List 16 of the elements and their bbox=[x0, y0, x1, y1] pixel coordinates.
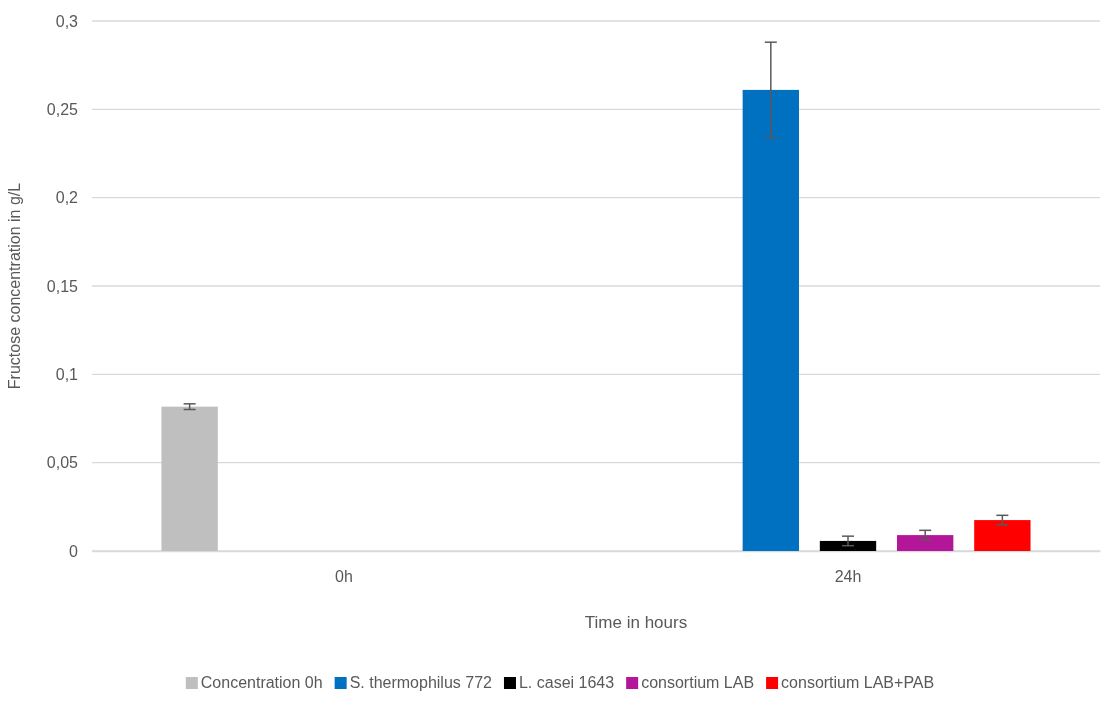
legend-label: S. thermophilus 772 bbox=[349, 674, 493, 691]
legend-label: Concentration 0h bbox=[200, 674, 323, 691]
y-tick-label: 0 bbox=[69, 542, 79, 560]
legend-label: consortium LAB+PAB bbox=[781, 674, 935, 691]
x-axis-title: Time in hours bbox=[584, 613, 688, 632]
y-tick-label: 0,15 bbox=[46, 277, 79, 295]
y-tick-label: 0,1 bbox=[55, 365, 79, 383]
legend-label: consortium LAB bbox=[641, 674, 755, 691]
legend-label: L. casei 1643 bbox=[518, 674, 615, 691]
x-tick-label: 0h bbox=[335, 568, 353, 586]
y-tick-label: 0,25 bbox=[46, 100, 79, 118]
x-tick-label: 24h bbox=[834, 568, 862, 586]
y-tick-label: 0,2 bbox=[55, 189, 79, 207]
y-axis-title: Fructose concentration in g/L bbox=[6, 182, 23, 390]
y-tick-label: 0,05 bbox=[46, 454, 79, 472]
y-tick-label: 0,3 bbox=[55, 12, 79, 30]
